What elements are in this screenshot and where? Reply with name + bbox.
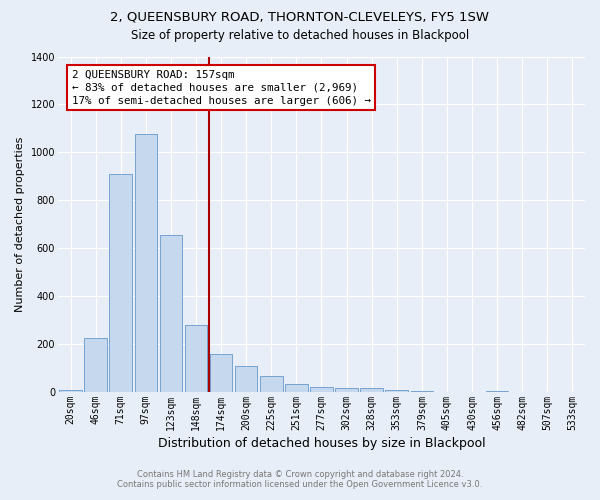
Bar <box>134 134 157 392</box>
Bar <box>361 388 383 392</box>
Bar <box>210 354 232 392</box>
X-axis label: Distribution of detached houses by size in Blackpool: Distribution of detached houses by size … <box>158 437 485 450</box>
Bar <box>85 338 107 392</box>
Bar <box>109 174 132 392</box>
Bar <box>160 235 182 392</box>
Text: 2, QUEENSBURY ROAD, THORNTON-CLEVELEYS, FY5 1SW: 2, QUEENSBURY ROAD, THORNTON-CLEVELEYS, … <box>110 11 490 24</box>
Bar <box>486 391 508 392</box>
Bar <box>285 384 308 392</box>
Bar <box>385 390 408 392</box>
Bar <box>335 388 358 392</box>
Text: Contains HM Land Registry data © Crown copyright and database right 2024.
Contai: Contains HM Land Registry data © Crown c… <box>118 470 482 489</box>
Y-axis label: Number of detached properties: Number of detached properties <box>15 136 25 312</box>
Text: 2 QUEENSBURY ROAD: 157sqm
← 83% of detached houses are smaller (2,969)
17% of se: 2 QUEENSBURY ROAD: 157sqm ← 83% of detac… <box>72 70 371 106</box>
Bar <box>260 376 283 392</box>
Bar <box>310 387 333 392</box>
Bar <box>235 366 257 392</box>
Bar <box>410 391 433 392</box>
Text: Size of property relative to detached houses in Blackpool: Size of property relative to detached ho… <box>131 28 469 42</box>
Bar <box>185 325 207 392</box>
Bar <box>59 390 82 392</box>
